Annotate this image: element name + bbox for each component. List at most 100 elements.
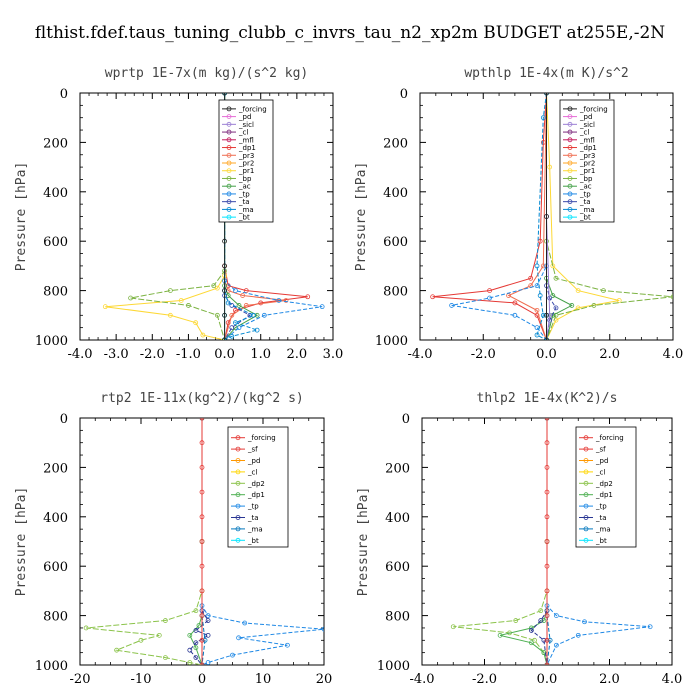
data-point	[187, 647, 193, 653]
y-tick-label: 1000	[375, 334, 408, 349]
data-point	[254, 327, 260, 333]
y-tick-label: 1000	[35, 334, 68, 349]
legend-label: _pr1	[238, 167, 254, 175]
data-point	[544, 440, 550, 446]
data-point	[528, 275, 534, 281]
data-point	[162, 655, 168, 660]
x-tick-label: -4.0	[409, 672, 434, 687]
data-point	[553, 275, 559, 281]
data-point	[199, 440, 205, 446]
data-point	[544, 214, 549, 219]
data-point	[178, 298, 184, 303]
data-point	[512, 312, 518, 318]
y-axis-label: Pressure [hPa]	[354, 162, 369, 272]
data-point	[236, 635, 242, 641]
y-tick-label: 200	[385, 461, 410, 476]
legend-label: _pr3	[579, 152, 595, 160]
series-line-dp2	[453, 418, 548, 665]
y-tick-label: 0	[400, 87, 408, 102]
data-point	[670, 294, 673, 300]
legend-label: _ta	[238, 198, 250, 206]
legend-marker	[235, 526, 241, 532]
series-line-dp1	[499, 418, 548, 665]
legend-marker	[226, 168, 232, 174]
x-tick-label: -1.0	[176, 347, 201, 362]
x-tick-label: 0.0	[214, 347, 235, 362]
plot-frame	[79, 92, 334, 341]
data-point	[283, 298, 289, 303]
data-point	[242, 620, 248, 626]
data-point	[199, 613, 205, 618]
y-tick-label: 200	[43, 461, 68, 476]
legend-marker	[567, 137, 573, 143]
x-tick-label: 0	[198, 672, 206, 687]
x-tick-label: -2.0	[471, 347, 496, 362]
x-tick-label: 2.0	[599, 672, 620, 687]
data-point	[544, 588, 550, 594]
legend-label: _dp2	[595, 480, 613, 488]
y-tick-label: 1000	[35, 659, 68, 674]
series-line-pr1	[546, 93, 620, 340]
data-point	[601, 288, 606, 294]
panel-0: wprtp 1E-7x(m kg)/(s^2 kg) Pressure [hPa]…	[14, 66, 343, 362]
data-point	[512, 300, 518, 306]
data-point	[550, 293, 556, 298]
legend-label: _pd	[247, 457, 260, 465]
data-point	[83, 625, 89, 631]
data-point	[647, 624, 653, 630]
data-point	[196, 623, 202, 628]
legend-marker	[567, 160, 573, 166]
data-point	[541, 618, 547, 623]
data-point	[233, 288, 238, 294]
data-point	[547, 637, 553, 643]
series-group	[83, 418, 324, 665]
legend-marker	[226, 114, 232, 119]
data-point	[199, 418, 205, 421]
data-point	[199, 464, 205, 470]
y-tick-label: 200	[43, 136, 68, 151]
data-point	[544, 662, 550, 665]
series-line-ma	[536, 93, 547, 340]
panel-3: thlp2 1E-4x(K^2)/s Pressure [hPa] 0 200 400 6…	[356, 391, 682, 687]
data-point	[193, 645, 199, 651]
y-tick-label: 0	[402, 412, 410, 427]
legend-label: _sicl	[579, 121, 595, 129]
legend-marker	[583, 469, 589, 475]
y-tick-label: 1000	[377, 659, 410, 674]
x-tick-label: -3.0	[104, 347, 129, 362]
data-point	[591, 303, 597, 308]
data-point	[553, 305, 559, 311]
data-point	[305, 294, 311, 300]
data-point	[225, 300, 231, 306]
x-tick-label: 20	[316, 672, 333, 687]
y-tick-label: 400	[383, 186, 408, 201]
x-tick-label: 2.0	[599, 347, 620, 362]
y-tick-label: 600	[383, 235, 408, 250]
legend-label: _pr2	[579, 160, 595, 168]
data-point	[544, 514, 550, 520]
legend-label: _tp	[247, 503, 259, 511]
data-point	[544, 563, 550, 569]
legend-marker	[235, 537, 241, 543]
data-point	[544, 93, 549, 96]
y-axis-label: Pressure [hPa]	[356, 487, 371, 597]
legend-marker	[226, 129, 232, 135]
legend-label: _cl	[238, 129, 248, 137]
y-tick-label: 600	[385, 560, 410, 575]
y-tick-label: 0	[60, 412, 68, 427]
data-point	[199, 489, 205, 495]
legend-marker	[583, 492, 589, 498]
data-point	[202, 637, 208, 643]
page-title: flthist.fdef.taus_tuning_clubb_c_invrs_t…	[35, 23, 665, 43]
legend-label: _dp1	[247, 491, 265, 499]
data-point	[544, 312, 549, 318]
legend-label: _pd	[238, 113, 251, 121]
data-point	[167, 312, 173, 318]
x-tick-label: 2.0	[287, 347, 308, 362]
data-point	[544, 464, 550, 470]
series-line-dp1	[432, 93, 547, 340]
data-point	[532, 637, 537, 643]
legend-marker	[567, 129, 573, 135]
legend-label: _bt	[238, 214, 250, 222]
